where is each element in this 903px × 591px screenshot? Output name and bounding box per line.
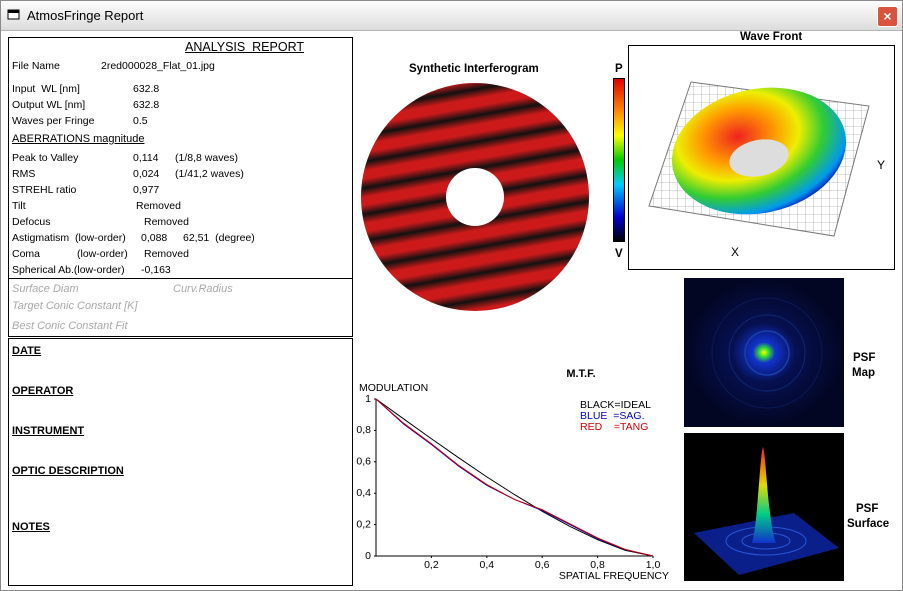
image-title: Wave Front [740,31,803,43]
field-label: RMS [12,168,36,180]
section-label: DATE [12,345,42,357]
image-title: Synthetic Interferogram [409,63,539,75]
field-note: 62,51 (degree) [183,232,255,244]
field-label: Tilt [12,200,26,212]
field-value: Removed [144,216,189,228]
x-tick-label: 0,4 [479,559,494,571]
image-title: PSF [853,352,876,364]
y-tick-label: 0 [365,550,371,562]
psf-surface [684,433,844,581]
legend-entry: BLUE =SAG. [580,410,645,422]
field-value: 632.8 [133,99,160,111]
divider [9,278,352,279]
field-label: File Name [12,60,60,72]
field-value: Removed [136,200,181,212]
color-scale [613,78,625,242]
field-value: 632.8 [133,83,160,95]
axis-label: X [731,245,739,259]
field-note: (1/41,2 waves) [175,168,244,180]
app-icon [7,9,20,20]
field-value: Removed [144,248,189,260]
scale-label: P [615,63,623,75]
mtf-line [375,398,654,557]
legend-entry: RED =TANG [580,421,648,433]
field-label: Defocus [12,216,51,228]
mtf-chart: M.T.F. MODULATION SPATIAL FREQUENCY 0 0,2 0,4… [356,368,669,582]
field-value: 0,114 [133,152,159,164]
field-value: 0,977 [133,184,160,196]
axis-label: Y [877,158,885,172]
x-tick-label: 1,0 [646,559,661,571]
psf-map [684,278,844,427]
y-tick-label: 0,2 [356,518,371,530]
field-value: 0,024 [133,168,160,180]
x-tick-label: 0,2 [424,559,439,571]
image-title: Surface [847,518,890,530]
field-label: Input WL [nm] [12,83,80,95]
analysis-panel: ANALYSIS REPORT File Name 2red000028_Fla… [8,37,353,337]
field-label: Peak to Valley [12,152,79,164]
chart-title: M.T.F. [566,368,595,380]
field-label: Waves per Fringe [12,115,95,127]
mtf-line [375,398,654,557]
image-title: Map [852,367,875,379]
field-label: Target Conic Constant [K] [12,300,138,312]
section-heading: ABERRATIONS magnitude [12,133,145,145]
report-heading: ANALYSIS REPORT [185,40,305,54]
wavefront-plot: Y X [648,81,885,259]
field-value: -0,163 [141,264,171,276]
x-tick-label: 0,8 [590,559,605,571]
field-value: 2red000028_Flat_01.jpg [101,60,215,72]
field-note: (1/8,8 waves) [175,152,239,164]
y-tick-label: 1 [365,393,371,405]
section-label: OPTIC DESCRIPTION [12,465,124,477]
section-label: INSTRUMENT [12,425,85,437]
interferogram [361,83,591,313]
field-label: Best Conic Constant Fit [12,320,128,332]
y-tick-label: 0,4 [356,487,371,499]
field-label: (low-order) [77,248,128,260]
y-axis-label: MODULATION [359,382,428,394]
field-label: Output WL [nm] [12,99,86,111]
field-value: 0.5 [133,115,148,127]
title-bar: AtmosFringe Report × [1,1,902,31]
field-label: Surface Diam [12,283,79,295]
x-tick-label: 0,6 [535,559,550,571]
x-axis-label: SPATIAL FREQUENCY [559,570,669,582]
legend-entry: BLACK=IDEAL [580,399,651,411]
image-title: PSF [856,503,879,515]
wavefront-panel: Y X [628,45,895,270]
y-tick-label: 0,8 [356,424,371,436]
field-label: Coma [12,248,41,260]
field-value: 0,088 [141,232,168,244]
section-label: OPERATOR [12,385,74,397]
scale-label: V [615,248,623,260]
y-tick-label: 0,6 [356,456,371,468]
field-label: Astigmatism (low-order) [12,232,126,244]
field-label: Curv.Radius [173,283,233,295]
field-label: STREHL ratio [12,184,77,196]
field-label: Spherical Ab.(low-order) [12,264,125,276]
close-button[interactable]: × [877,6,898,27]
section-label: NOTES [12,521,50,533]
window-title: AtmosFringe Report [27,8,144,23]
notes-panel: DATE OPERATOR INSTRUMENT OPTIC DESCRIPTI… [8,338,353,586]
